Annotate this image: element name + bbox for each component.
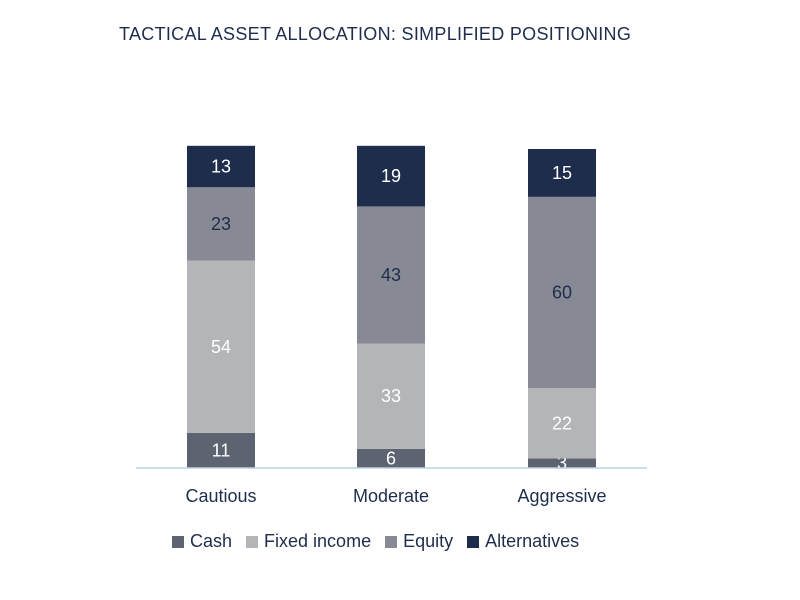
data-label: 13 — [211, 157, 231, 177]
data-label: 23 — [211, 214, 231, 234]
bar-segment — [357, 206, 425, 344]
legend-label: Alternatives — [485, 531, 580, 551]
legend-item: Alternatives — [467, 531, 579, 552]
bar-segment — [528, 388, 596, 459]
data-label: 19 — [381, 166, 401, 186]
bar-segment — [187, 187, 255, 261]
bar-segment — [357, 343, 425, 449]
category-label: Cautious — [185, 486, 256, 506]
bar-segment — [528, 149, 596, 197]
data-label: 60 — [552, 283, 572, 303]
legend-swatch — [385, 535, 398, 548]
bar-segment — [528, 196, 596, 389]
bar-segment — [187, 260, 255, 433]
bar-segment — [187, 432, 255, 468]
bar-segment — [357, 145, 425, 207]
legend-label: Cash — [190, 531, 233, 551]
bar-segment — [187, 145, 255, 188]
category-label: Moderate — [353, 486, 429, 506]
legend-swatch — [172, 535, 184, 548]
legend-label: Fixed income — [264, 531, 372, 551]
data-label: 6 — [386, 448, 396, 468]
legend-swatch — [467, 535, 480, 548]
data-label: 11 — [212, 440, 231, 460]
legend-item: Cash — [172, 531, 232, 552]
chart-title: TACTICAL ASSET ALLOCATION: SIMPLIFIED PO… — [119, 24, 632, 44]
bar-segment — [357, 448, 425, 468]
legend-label: Equity — [403, 531, 454, 551]
data-label: 15 — [552, 163, 572, 183]
legend-swatch — [246, 535, 259, 548]
legend: Cash Fixed income Equity Alternatives — [172, 531, 579, 552]
data-label: 54 — [211, 337, 231, 357]
data-label: 3 — [557, 453, 567, 473]
legend-item: Fixed income — [246, 531, 371, 552]
data-label: 33 — [381, 386, 401, 406]
data-label: 22 — [552, 413, 572, 433]
category-label: Aggressive — [517, 486, 606, 506]
data-label: 43 — [381, 265, 401, 285]
bar-segment — [528, 458, 596, 468]
legend-item: Equity — [385, 531, 453, 552]
